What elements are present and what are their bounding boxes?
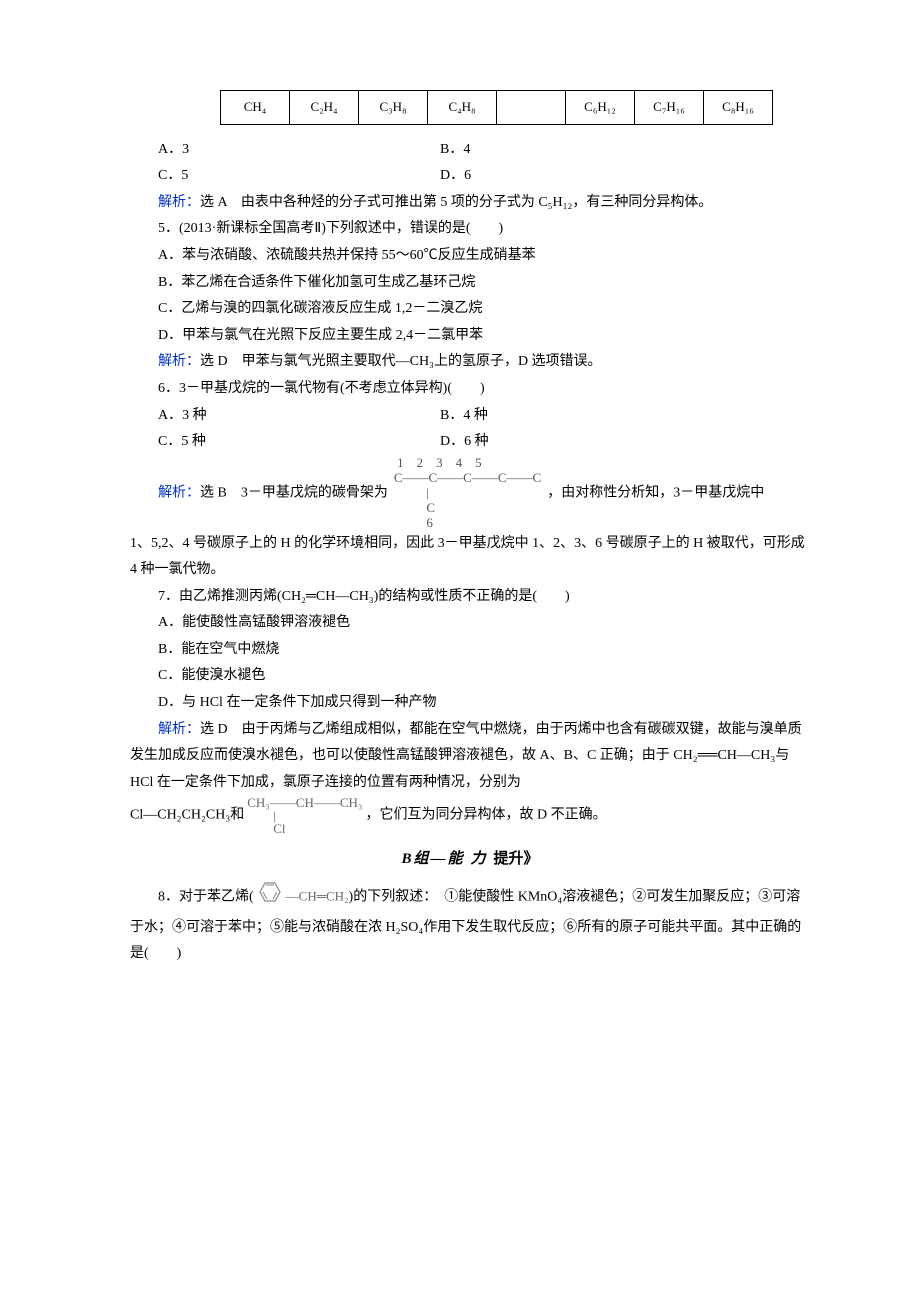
section-banner: B组—能力提升》 — [130, 845, 810, 874]
jiexi-p2-pre: Cl—CH₂CH₂CH₃和 — [130, 808, 244, 823]
cell: C₃H₈ — [359, 91, 428, 125]
cell — [497, 91, 566, 125]
option-b: B．4 种 — [440, 403, 810, 430]
option-b: B．4 — [440, 137, 810, 164]
option-a: A．3 种 — [130, 403, 440, 430]
q6-jiexi-line2: 1、5,2、4 号碳原子上的 H 的化学环境相同，因此 3－甲基戊烷中 1、2、… — [130, 531, 810, 584]
jiexi-p2-post: ，它们互为同分异构体，故 D 不正确。 — [365, 808, 606, 823]
q5-jiexi: 解析：选 D 甲苯与氯气光照主要取代—CH₃上的氢原子，D 选项错误。 — [130, 349, 810, 376]
q7-c: C．能使溴水褪色 — [130, 663, 810, 690]
formula-table: CH₄ C₂H₄ C₃H₈ C₄H₈ C₆H₁₂ C₇H₁₆ C₈H₁₆ — [220, 90, 773, 125]
jiexi-body: 选 A 由表中各种烃的分子式可推出第 5 项的分子式为 C₅H₁₂，有三种同分异… — [200, 195, 712, 210]
q5-stem: 5．(2013·新课标全国高考Ⅱ)下列叙述中，错误的是( ) — [130, 216, 810, 243]
chloropropane-struct: CH₃——CH——CH₃ | Cl — [247, 796, 362, 835]
cell: C₈H₁₆ — [704, 91, 773, 125]
q5-a: A．苯与浓硝酸、浓硫酸共热并保持 55～60℃反应生成硝基苯 — [130, 243, 810, 270]
cell: CH₄ — [221, 91, 290, 125]
cell: C₆H₁₂ — [566, 91, 635, 125]
option-d: D．6 种 — [440, 429, 810, 456]
jiexi-pre: 选 B 3－甲基戊烷的碳骨架为 — [200, 485, 388, 500]
vinyl-group: —CH═CH₂ — [286, 888, 349, 903]
option-c: C．5 种 — [130, 429, 440, 456]
jiexi-label: 解析： — [158, 485, 200, 500]
jiexi-label: 解析： — [158, 722, 200, 737]
banner-right: 能力 — [447, 851, 493, 867]
q4-jiexi: 解析：选 A 由表中各种烃的分子式可推出第 5 项的分子式为 C₅H₁₂，有三种… — [130, 190, 810, 217]
cell: C₂H₄ — [290, 91, 359, 125]
q5-c: C．乙烯与溴的四氯化碳溶液反应生成 1,2－二溴乙烷 — [130, 296, 810, 323]
option-a: A．3 — [130, 137, 440, 164]
q6-stem: 6．3－甲基戊烷的一氯代物有(不考虑立体异构)( ) — [130, 376, 810, 403]
q8-pre: 8．对于苯乙烯( — [158, 889, 254, 904]
jiexi-body: 选 D 由于丙烯与乙烯组成相似，都能在空气中燃烧，由于丙烯中也含有碳碳双键，故能… — [130, 722, 802, 790]
banner-tail: 提升》 — [494, 851, 539, 867]
q6-jiexi-line1: 解析：选 B 3－甲基戊烷的碳骨架为 1 2 3 4 5 C——C——C——C—… — [130, 456, 810, 531]
q6-options-row2: C．5 种 D．6 种 — [130, 429, 810, 456]
q5-b: B．苯乙烯在合适条件下催化加氢可生成乙基环己烷 — [130, 270, 810, 297]
benzene-ring-icon — [256, 880, 284, 915]
option-d: D．6 — [440, 163, 810, 190]
cell: C₄H₈ — [428, 91, 497, 125]
q7-jiexi-p1: 解析：选 D 由于丙烯与乙烯组成相似，都能在空气中燃烧，由于丙烯中也含有碳碳双键… — [130, 717, 810, 797]
option-c: C．5 — [130, 163, 440, 190]
cell: C₇H₁₆ — [635, 91, 704, 125]
q7-b: B．能在空气中燃烧 — [130, 637, 810, 664]
table-row: CH₄ C₂H₄ C₃H₈ C₄H₈ C₆H₁₂ C₇H₁₆ C₈H₁₆ — [221, 91, 773, 125]
q6-options-row1: A．3 种 B．4 种 — [130, 403, 810, 430]
jiexi-label: 解析： — [158, 195, 200, 210]
q7-stem: 7．由乙烯推测丙烯(CH₂═CH—CH₃)的结构或性质不正确的是( ) — [130, 584, 810, 611]
jiexi-post1: ，由对称性分析知，3－甲基戊烷中 — [547, 485, 764, 500]
q7-jiexi-p2: Cl—CH₂CH₂CH₃和CH₃——CH——CH₃ | Cl，它们互为同分异构体… — [130, 796, 810, 835]
q5-d: D．甲苯与氯气在光照下反应主要生成 2,4－二氯甲苯 — [130, 323, 810, 350]
q7-a: A．能使酸性高锰酸钾溶液褪色 — [130, 610, 810, 637]
jiexi-label: 解析： — [158, 354, 200, 369]
q7-d: D．与 HCl 在一定条件下加成只得到一种产物 — [130, 690, 810, 717]
banner-left: B组— — [401, 851, 447, 867]
q4-options-row2: C．5 D．6 — [130, 163, 810, 190]
q8-stem: 8．对于苯乙烯(—CH═CH₂)的下列叙述： ①能使酸性 KMnO₄溶液褪色；②… — [130, 880, 810, 968]
jiexi-body: 选 D 甲苯与氯气光照主要取代—CH₃上的氢原子，D 选项错误。 — [200, 354, 602, 369]
carbon-skeleton: 1 2 3 4 5 C——C——C——C——C | C 6 — [394, 456, 541, 531]
q4-options-row1: A．3 B．4 — [130, 137, 810, 164]
